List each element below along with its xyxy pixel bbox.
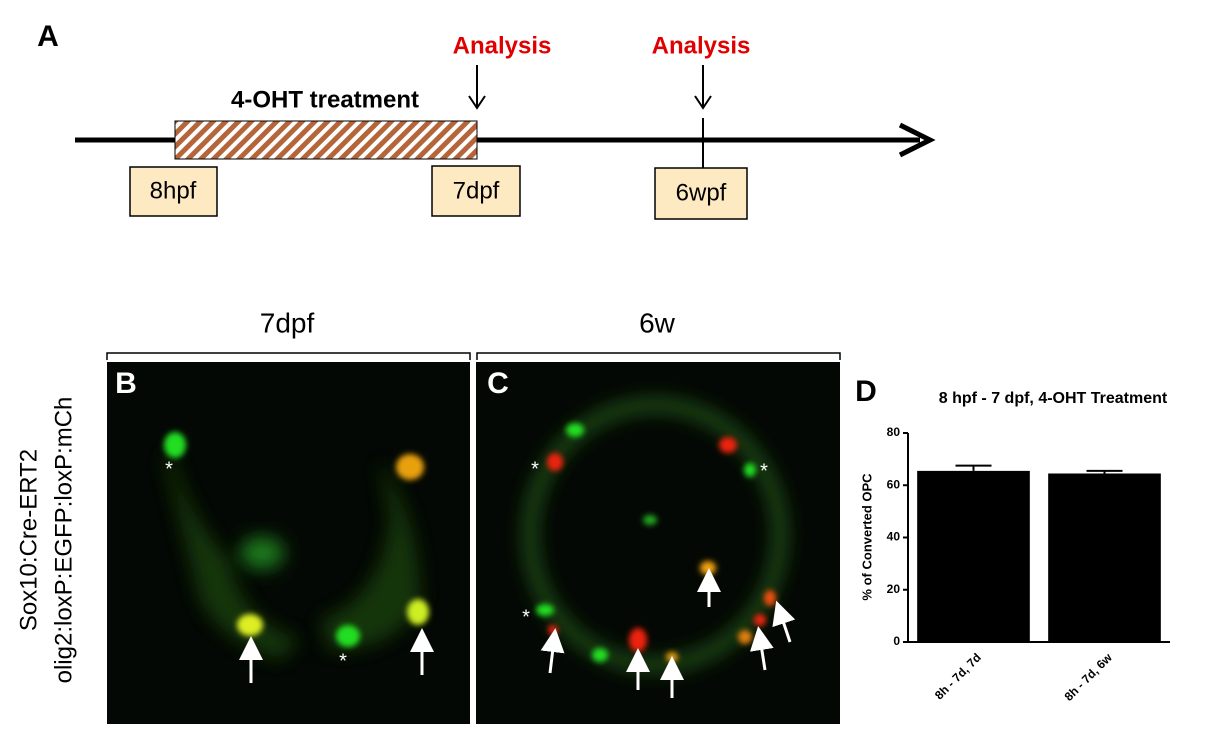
y-tick-label: 20 [887, 582, 901, 596]
treatment-label: 4-OHT treatment [231, 86, 419, 113]
y-tick-label: 40 [887, 530, 901, 544]
bar [1048, 473, 1161, 642]
analysis-arrows [468, 65, 712, 110]
panel-label: C [487, 367, 509, 400]
panel-label: A [37, 20, 59, 53]
bar [917, 470, 1030, 642]
asterisk: * [531, 458, 539, 480]
asterisk: * [165, 458, 173, 480]
bar-chart: D 8 hpf - 7 dpf, 4-OHT Treatment % of Co… [855, 375, 1170, 704]
side-label: Sox10:Cre-ERT2 [15, 449, 42, 631]
analysis-label: Analysis [652, 32, 751, 59]
error-bar [1086, 469, 1123, 474]
panel-title: 7dpf [260, 307, 315, 338]
y-tick-label: 80 [887, 425, 901, 439]
panel-label: B [115, 367, 137, 400]
y-axis-label: % of Converted OPC [859, 473, 874, 601]
treatment-bar [174, 120, 478, 160]
timeline-arrow [898, 122, 936, 158]
bracket [476, 352, 841, 360]
side-label: olig2:loxP:EGFP:loxP:mCh [50, 397, 77, 684]
analysis-label: Analysis [453, 32, 552, 59]
x-tick-label: 8h - 7d, 6w [1062, 650, 1116, 704]
micrograph [107, 362, 470, 724]
timepoint: 6wpf [676, 179, 727, 206]
arrows [540, 568, 796, 698]
error-bar [955, 464, 992, 471]
chart-title: 8 hpf - 7 dpf, 4-OHT Treatment [939, 390, 1168, 407]
asterisk: * [522, 606, 530, 628]
timepoint: 7dpf [453, 177, 500, 204]
x-tick-label: 8h - 7d, 7d [932, 650, 984, 702]
micrograph-signal [164, 432, 429, 660]
timepoint-boxes [129, 165, 748, 220]
asterisk: * [339, 650, 347, 672]
bracket [106, 352, 471, 360]
panel-label: D [855, 375, 877, 408]
timepoint: 8hpf [150, 177, 197, 204]
y-tick-label: 60 [887, 477, 901, 491]
panel-title: 6w [639, 307, 676, 338]
arrows [239, 628, 434, 683]
asterisk: * [760, 460, 768, 482]
y-tick-label: 0 [893, 634, 900, 648]
